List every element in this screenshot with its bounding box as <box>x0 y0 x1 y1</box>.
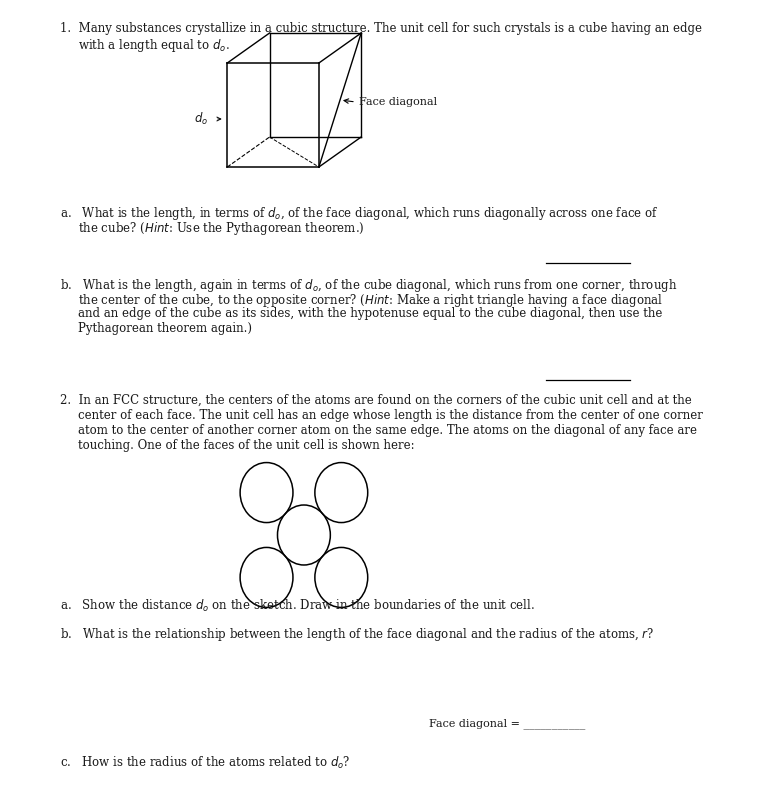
Text: a.   Show the distance $d_o$ on the sketch. Draw in the boundaries of the unit c: a. Show the distance $d_o$ on the sketch… <box>60 598 535 614</box>
Text: b.   What is the length, again in terms of $d_o$, of the cube diagonal, which ru: b. What is the length, again in terms of… <box>60 277 678 294</box>
Text: 2.  In an FCC structure, the centers of the atoms are found on the corners of th: 2. In an FCC structure, the centers of t… <box>60 394 692 407</box>
Text: Face diagonal = ___________: Face diagonal = ___________ <box>429 718 585 729</box>
Text: Face diagonal: Face diagonal <box>360 97 437 107</box>
Text: Pythagorean theorem again.): Pythagorean theorem again.) <box>78 322 252 335</box>
Text: 1.  Many substances crystallize in a cubic structure. The unit cell for such cry: 1. Many substances crystallize in a cubi… <box>60 22 702 35</box>
Text: center of each face. The unit cell has an edge whose length is the distance from: center of each face. The unit cell has a… <box>78 409 702 422</box>
Text: c.   How is the radius of the atoms related to $d_o$?: c. How is the radius of the atoms relate… <box>60 755 350 771</box>
Text: touching. One of the faces of the unit cell is shown here:: touching. One of the faces of the unit c… <box>78 439 414 452</box>
Text: b.   What is the relationship between the length of the face diagonal and the ra: b. What is the relationship between the … <box>60 626 654 643</box>
Text: the center of the cube, to the opposite corner? ($\it{Hint}$: Make a right trian: the center of the cube, to the opposite … <box>78 292 663 309</box>
Text: with a length equal to $d_o$.: with a length equal to $d_o$. <box>78 37 229 54</box>
Text: the cube? ($\it{Hint}$: Use the Pythagorean theorem.): the cube? ($\it{Hint}$: Use the Pythagor… <box>78 220 364 237</box>
Text: $d_o$: $d_o$ <box>193 111 208 127</box>
Text: a.   What is the length, in terms of $d_o$, of the face diagonal, which runs dia: a. What is the length, in terms of $d_o$… <box>60 205 658 222</box>
Text: atom to the center of another corner atom on the same edge. The atoms on the dia: atom to the center of another corner ato… <box>78 424 696 437</box>
Text: and an edge of the cube as its sides, with the hypotenuse equal to the cube diag: and an edge of the cube as its sides, wi… <box>78 307 662 320</box>
